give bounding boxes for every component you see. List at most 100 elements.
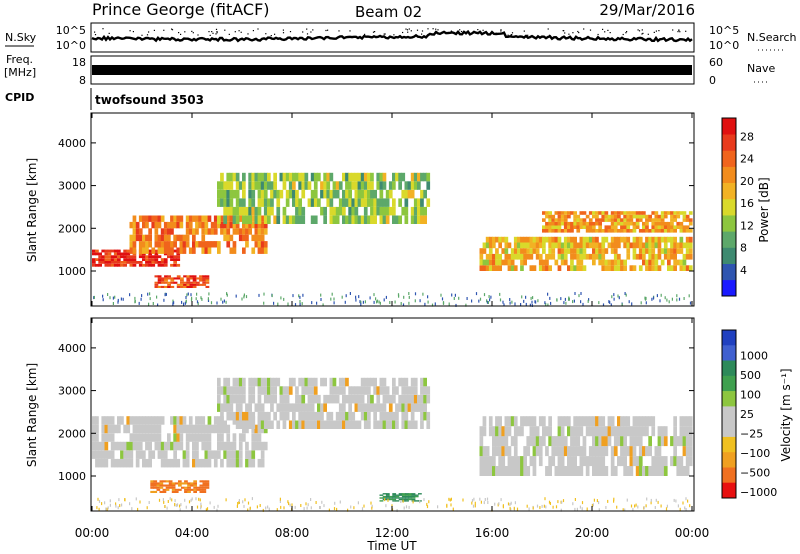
colorbar-swatch-8	[722, 452, 736, 468]
colorbar-swatch-3	[722, 231, 736, 248]
time-axis: 00:00 04:00 08:00 12:00 16:00 20:00 00:00	[75, 113, 710, 540]
colorbar-swatch-2	[722, 247, 736, 264]
nsky-trace	[91, 28, 693, 43]
x-tick-label-4: 16:00	[475, 526, 510, 540]
freq-strip-frame	[90, 55, 695, 85]
colorbar-swatch-8	[722, 150, 736, 167]
nsky-tick-bottom: 10^0	[56, 39, 86, 52]
freq-tick-top: 18	[72, 56, 86, 69]
y-tick-label-1: 2000	[58, 222, 86, 235]
x-tick-label-6: 00:00	[675, 526, 710, 540]
colorbar-frame	[721, 117, 737, 297]
velocity-echoes	[92, 377, 693, 512]
x-tick-label-1: 04:00	[175, 526, 210, 540]
velocity-y-axis: 1000 2000 3000 4000	[58, 342, 694, 483]
colorbar-tick-1: 8	[740, 242, 747, 255]
colorbar-swatch-7	[722, 166, 736, 183]
cpid-label: CPID	[5, 91, 34, 104]
power-echo-region-4	[479, 236, 693, 271]
power-echo-region-5	[542, 211, 693, 233]
y-tick-label-1: 2000	[58, 427, 86, 440]
colorbar-tick-3: 16	[740, 197, 754, 210]
x-tick-label-0: 00:00	[75, 526, 110, 540]
nsearch-label: N.Search	[747, 31, 797, 44]
colorbar-swatch-7	[722, 436, 736, 453]
velocity-echo-region-0	[92, 416, 268, 468]
nsearch-tick-bottom: 10^0	[709, 39, 739, 52]
beam-label: Beam 02	[355, 3, 422, 21]
nsearch-tick-top: 10^5	[709, 24, 739, 37]
nave-label: Nave	[747, 62, 775, 75]
y-tick-label-0: 1000	[58, 470, 86, 483]
colorbar-swatch-6	[722, 421, 736, 438]
colorbar-swatch-6	[722, 182, 736, 200]
colorbar-swatch-10	[722, 482, 736, 499]
colorbar-swatch-2	[722, 360, 736, 377]
power-ylabel: Slant Range [km]	[25, 158, 39, 262]
power-echoes	[92, 172, 693, 307]
power-echo-region-1	[154, 275, 210, 288]
nsky-strip-frame	[90, 22, 695, 53]
y-tick-label-2: 3000	[58, 385, 86, 398]
colorbar-tick-5: 24	[740, 153, 754, 166]
y-tick-label-0: 1000	[58, 265, 86, 278]
velocity-near-range-scatter	[96, 497, 691, 512]
colorbar-tick-2: 100	[740, 389, 761, 402]
power-echo-region-0	[92, 249, 181, 267]
x-tick-label-3: 12:00	[375, 526, 410, 540]
freq-label: Freq.	[6, 53, 33, 66]
colorbar-tick-4: 20	[740, 175, 754, 188]
time-axis-label: Time UT	[366, 539, 417, 553]
colorbar-tick-1: 500	[740, 369, 761, 382]
nsky-tick-top: 10^5	[56, 24, 86, 37]
nsky-line	[91, 29, 693, 43]
colorbar-swatch-0	[722, 330, 736, 346]
station-title: Prince George (fitACF)	[92, 0, 270, 19]
velocity-echo-region-1	[150, 480, 210, 493]
date-label: 29/Mar/2016	[599, 1, 695, 19]
velocity-colorbar: 1000 500 100 25 −25 −100 −500 −1000	[721, 329, 777, 499]
velocity-echo-region-2	[217, 377, 431, 429]
freq-unit: [MHz]	[4, 66, 36, 79]
colorbar-swatch-5	[722, 198, 736, 216]
nsky-label: N.Sky	[5, 31, 37, 44]
colorbar-swatch-4	[722, 391, 736, 407]
y-tick-label-2: 3000	[58, 180, 86, 193]
power-colorbar-label: Power [dB]	[757, 177, 771, 242]
nave-tick-top: 60	[709, 56, 723, 69]
power-colorbar: 4 8 12 16 20 24 28	[721, 117, 754, 297]
colorbar-tick-4: −25	[740, 428, 763, 441]
colorbar-swatch-0	[722, 279, 736, 297]
colorbar-tick-3: 25	[740, 408, 754, 421]
freq-tick-bottom: 8	[79, 74, 86, 87]
colorbar-swatch-10	[722, 118, 736, 135]
y-tick-label-3: 4000	[58, 342, 86, 355]
colorbar-swatch-4	[722, 215, 736, 232]
colorbar-tick-0: 4	[740, 264, 747, 277]
colorbar-swatch-3	[722, 375, 736, 392]
colorbar-tick-6: 28	[740, 130, 754, 143]
power-y-axis: 1000 2000 3000 4000	[58, 137, 694, 278]
colorbar-swatch-5	[722, 406, 736, 422]
velocity-ylabel: Slant Range [km]	[25, 363, 39, 467]
power-echo-region-2	[129, 215, 268, 254]
power-near-range-scatter	[93, 292, 692, 307]
power-echo-region-3	[217, 172, 431, 224]
colorbar-tick-7: −1000	[740, 486, 777, 499]
nave-tick-bottom: 0	[709, 74, 716, 87]
freq-trace	[92, 65, 692, 75]
x-tick-label-5: 20:00	[575, 526, 610, 540]
colorbar-swatch-1	[722, 345, 736, 361]
cpid-value: twofsound 3503	[95, 93, 204, 107]
y-tick-label-3: 4000	[58, 137, 86, 150]
colorbar-swatch-9	[722, 467, 736, 484]
colorbar-frame	[721, 329, 737, 499]
colorbar-tick-5: −100	[740, 447, 770, 460]
colorbar-tick-2: 12	[740, 219, 754, 232]
velocity-colorbar-label: Velocity [m s⁻¹]	[779, 368, 793, 461]
velocity-echo-region-4	[479, 416, 693, 476]
colorbar-tick-6: −500	[740, 467, 770, 480]
colorbar-swatch-9	[722, 134, 736, 151]
colorbar-swatch-1	[722, 263, 736, 281]
